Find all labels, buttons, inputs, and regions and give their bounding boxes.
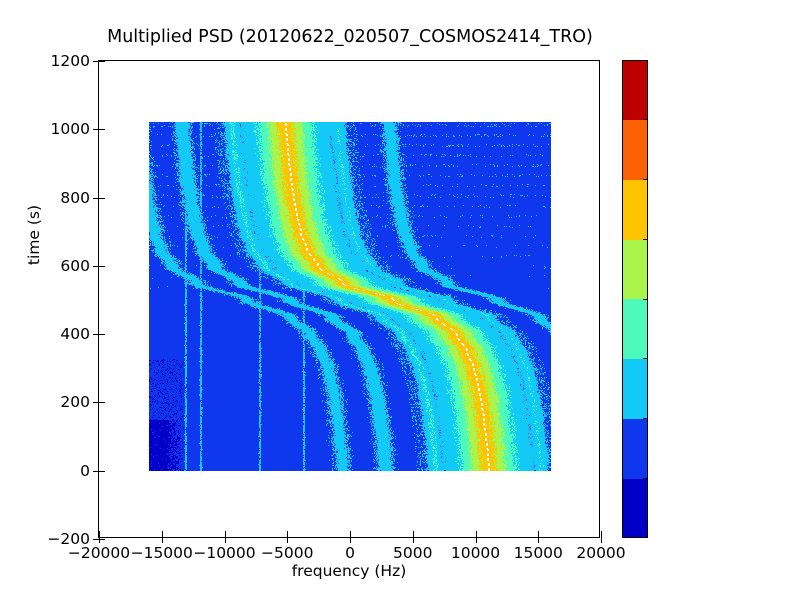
x-tick-mark <box>412 537 414 543</box>
x-tick-label: 10000 <box>450 544 501 562</box>
colorbar-tick-mark <box>642 238 647 240</box>
x-tick-mark <box>538 537 540 543</box>
x-tick-mark <box>601 537 602 543</box>
colorbar-tick-mark <box>642 298 647 300</box>
y-tick-mark <box>93 61 99 62</box>
x-tick-label: 15000 <box>513 544 563 562</box>
x-tick-label: −5000 <box>261 544 314 562</box>
y-tick-mark <box>93 470 99 472</box>
x-tick-label: 5000 <box>393 544 433 562</box>
colorbar-tick-mark <box>642 477 647 479</box>
y-tick-mark-inner <box>99 61 105 62</box>
y-tick-label: 600 <box>60 256 90 275</box>
x-tick-mark <box>287 537 289 543</box>
x-tick-mark-inner <box>287 531 289 537</box>
y-tick-label: 400 <box>60 325 90 344</box>
x-tick-label: 20000 <box>576 544 626 562</box>
y-axis-label-container: time (s) <box>0 0 98 600</box>
x-tick-mark <box>224 537 226 543</box>
colorbar-tick-mark <box>642 358 647 360</box>
y-tick-mark-inner <box>99 334 105 336</box>
x-tick-mark-inner <box>161 531 163 537</box>
x-tick-mark-inner <box>224 531 226 537</box>
y-tick-label: 0 <box>80 461 90 480</box>
x-tick-mark <box>475 537 477 543</box>
x-tick-mark <box>161 537 163 543</box>
colorbar-tick-mark <box>642 119 647 121</box>
y-tick-mark <box>93 265 99 267</box>
plot-area[interactable]: −200 0 200 400 600 800 1000 1200 −20000 −15000 −10… <box>47 52 625 562</box>
x-tick-label: 0 <box>345 544 355 562</box>
x-tick-mark <box>99 537 100 543</box>
y-tick-mark-inner <box>99 402 105 404</box>
colorbar-tick-mark <box>643 60 648 61</box>
y-tick-mark <box>93 402 99 404</box>
y-tick-label: 1000 <box>50 120 90 139</box>
x-tick-mark-inner <box>601 531 602 537</box>
colorbar-band <box>623 298 647 360</box>
page-title: Multiplied PSD (20120622_020507_COSMOS24… <box>107 27 593 47</box>
x-axis-label: frequency (Hz) <box>291 562 407 580</box>
x-tick-mark-inner <box>350 531 351 537</box>
x-tick-mark-inner <box>538 531 540 537</box>
y-tick-mark <box>93 539 99 540</box>
x-tick-mark <box>350 537 351 543</box>
y-tick-label: 1200 <box>50 52 90 70</box>
colorbar-band <box>623 477 647 537</box>
y-tick-mark-inner <box>99 539 105 540</box>
y-tick-label: −200 <box>47 530 90 548</box>
y-tick-mark <box>93 197 99 199</box>
colorbar-band <box>623 358 647 419</box>
x-tick-label: −15000 <box>130 544 193 562</box>
y-tick-mark-inner <box>99 197 105 199</box>
x-tick-mark-inner <box>412 531 414 537</box>
colorbar-band <box>623 61 647 121</box>
y-tick-label: 200 <box>60 393 90 412</box>
colorbar-band <box>623 238 647 300</box>
colorbar-tick-mark <box>642 179 647 181</box>
y-tick-mark <box>93 129 99 131</box>
y-tick-mark <box>93 334 99 336</box>
y-tick-mark-inner <box>99 470 105 472</box>
colorbar-band <box>623 179 647 240</box>
x-tick-mark-inner <box>99 531 100 537</box>
x-tick-mark-inner <box>475 531 477 537</box>
y-tick-mark-inner <box>99 129 105 131</box>
spectrogram-image[interactable] <box>149 122 551 471</box>
y-tick-mark-inner <box>99 265 105 267</box>
colorbar[interactable]: 020406080100120140160 <box>622 60 648 538</box>
x-tick-label: −10000 <box>193 544 256 562</box>
x-tick-label: −20000 <box>67 544 131 562</box>
colorbar-band <box>623 418 647 479</box>
y-axis-label: time (s) <box>25 204 43 266</box>
colorbar-tick-mark <box>642 418 647 420</box>
colorbar-band <box>623 119 647 180</box>
y-tick-label: 800 <box>60 188 90 207</box>
